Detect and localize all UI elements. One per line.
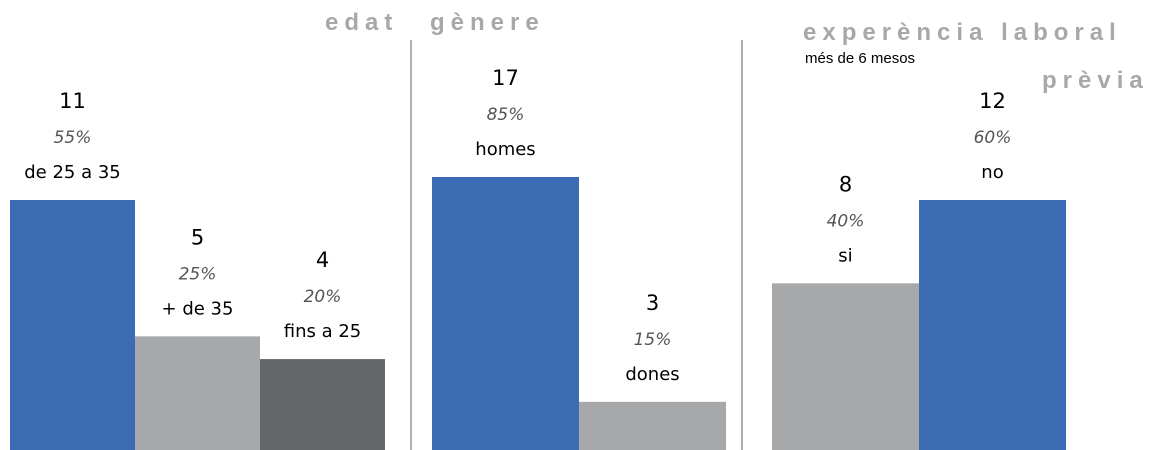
bar-de-25-a-35	[10, 200, 135, 450]
value-label-homes: 17	[492, 66, 519, 90]
value-label-dones: 3	[646, 291, 659, 315]
percent-label-si: 40%	[827, 211, 865, 231]
value-label-si: 8	[839, 172, 852, 196]
category-label-de-35: + de 35	[162, 298, 234, 319]
value-label-fins-a-25: 4	[316, 248, 329, 272]
category-label-dones: dones	[625, 364, 679, 385]
category-label-no: no	[981, 162, 1003, 183]
chart-title-experiencia-line2: prèvia	[1042, 67, 1149, 94]
chart-subtitle-experiencia: més de 6 mesos	[805, 50, 915, 67]
chart-title-edat: edat	[325, 9, 398, 36]
bar-no	[919, 200, 1066, 450]
chart-title-genere: gènere	[430, 9, 545, 36]
bar-fins-a-25	[260, 359, 385, 450]
percent-label-fins-a-25: 20%	[304, 287, 342, 307]
bar-dones	[579, 401, 726, 450]
category-label-homes: homes	[475, 139, 535, 160]
bar-de-35	[135, 336, 260, 450]
bar-homes	[432, 177, 579, 450]
percent-label-homes: 85%	[487, 105, 525, 125]
category-label-de-25-a-35: de 25 a 35	[24, 162, 121, 183]
bar-si	[772, 283, 919, 450]
percent-label-de-35: 25%	[179, 264, 217, 284]
percent-label-dones: 15%	[634, 330, 672, 350]
value-label-de-35: 5	[191, 225, 204, 249]
category-label-fins-a-25: fins a 25	[284, 321, 362, 342]
percent-label-de-25-a-35: 55%	[54, 128, 92, 148]
category-label-si: si	[838, 245, 852, 266]
value-label-de-25-a-35: 11	[59, 89, 86, 113]
chart-title-experiencia-line1: experència laboral	[803, 19, 1122, 46]
value-label-no: 12	[979, 89, 1006, 113]
percent-label-no: 60%	[974, 128, 1012, 148]
